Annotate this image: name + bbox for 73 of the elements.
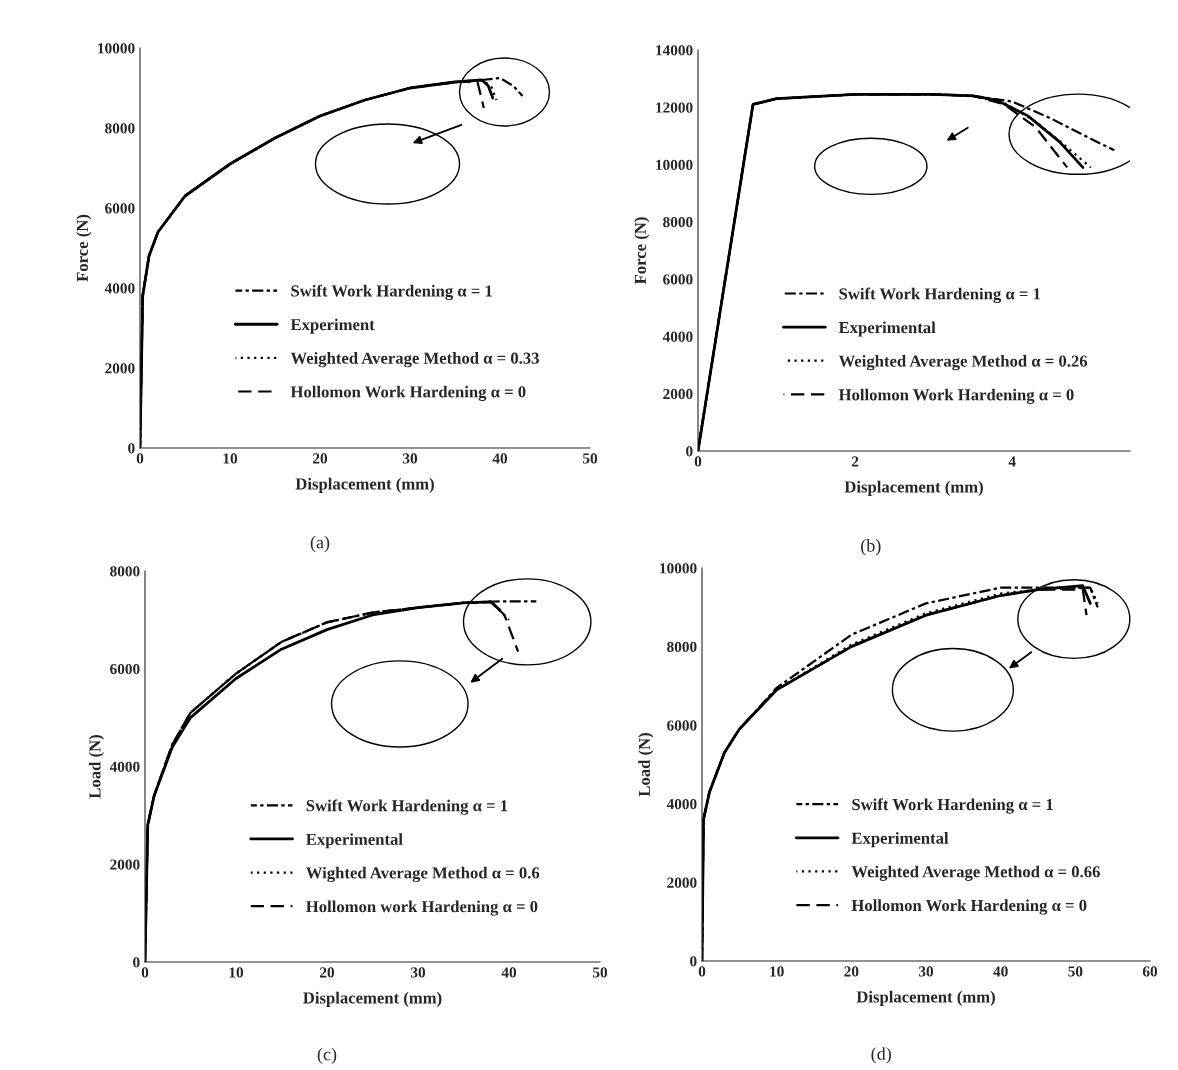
legend-label: Wighted Average Method α = 0.6	[306, 866, 540, 883]
text: (c)	[317, 1047, 337, 1065]
x-tick-label: 0	[141, 967, 149, 978]
y-tick-label: 2000	[663, 388, 693, 400]
x-tick-label: 10	[229, 967, 244, 978]
y-tick-label: 10000	[656, 159, 693, 171]
legend-label: Hollomon Work Hardening α = 0	[851, 899, 1087, 915]
legend-label: Experimental	[306, 833, 403, 849]
y-axis-title: Force (N)	[634, 217, 650, 285]
x-tick-label: 40	[501, 967, 517, 978]
x-tick-label: 50	[592, 967, 608, 978]
legend-label: Experiment	[290, 318, 375, 334]
x-tick-label: 4	[1008, 456, 1016, 467]
x-tick-label: 2	[851, 456, 859, 467]
legend-label: Hollomon Work Hardening α = 0	[838, 388, 1074, 404]
y-tick-label: 0	[128, 443, 135, 454]
y-tick-label: 4000	[662, 331, 693, 342]
x-tick-label: 30	[402, 453, 418, 464]
y-tick-label: 6000	[110, 663, 140, 675]
y-tick-label: 12000	[656, 102, 693, 113]
y-tick-label: 0	[690, 956, 697, 967]
legend-label: Swift Work Hardening α = 1	[852, 798, 1053, 814]
legend-label: Hollomon Work Hardening α = 0	[290, 385, 526, 401]
y-tick-label: 2000	[110, 859, 140, 870]
x-tick-label: 20	[320, 967, 335, 978]
x-tick-label: 20	[844, 966, 859, 977]
x-tick-label: 50	[582, 453, 598, 464]
legend-label: Weighted Average Method α = 0.26	[838, 355, 1088, 371]
legend-label: Swift Work Hardening α = 1	[839, 287, 1041, 304]
y-tick-label: 6000	[663, 274, 693, 285]
legend-label: Experimental	[838, 321, 936, 337]
y-tick-label: 8000	[105, 123, 135, 134]
y-tick-label: 8000	[110, 566, 140, 577]
y-axis-title: Force (N)	[76, 214, 92, 282]
text: (b)	[861, 539, 881, 556]
y-axis-title: Load (N)	[638, 733, 654, 797]
x-tick-label: 30	[410, 967, 426, 978]
x-tick-label: 40	[492, 453, 508, 464]
x-tick-label: 50	[1068, 966, 1083, 977]
y-tick-label: 4000	[104, 283, 135, 294]
text: (d)	[871, 1047, 891, 1064]
x-axis-title: Displacement (mm)	[303, 991, 442, 1007]
legend-label: Hollomon work Hardening α = 0	[306, 900, 538, 916]
y-tick-label: 6000	[667, 720, 697, 731]
y-tick-label: 6000	[105, 203, 135, 214]
y-tick-label: 0	[686, 446, 693, 457]
legend-label: Experimental	[851, 832, 949, 848]
y-tick-label: 2000	[105, 363, 135, 374]
legend-label: Swift Work Hardening α = 1	[291, 284, 492, 301]
y-tick-label: 14000	[656, 45, 693, 56]
legend-label: Swift Work Hardening α = 1	[306, 799, 508, 815]
x-tick-label: 20	[313, 453, 328, 464]
x-tick-label: 10	[770, 966, 784, 977]
y-tick-label: 4000	[666, 798, 697, 810]
y-axis-title: Load (N)	[88, 735, 105, 799]
x-tick-label: 0	[698, 966, 706, 977]
legend-label: Weighted Average Method α = 0.66	[851, 865, 1100, 881]
x-axis-title: Displacement (mm)	[856, 990, 995, 1006]
y-tick-label: 0	[133, 957, 140, 968]
x-axis-title: Displacement (mm)	[844, 480, 983, 496]
x-tick-label: 30	[918, 966, 934, 977]
y-tick-label: 4000	[109, 761, 140, 772]
y-tick-label: 10000	[98, 43, 135, 54]
x-axis-title: Displacement (mm)	[295, 477, 434, 493]
text: (a)	[310, 535, 330, 553]
y-tick-label: 8000	[663, 217, 693, 228]
x-tick-label: 40	[993, 966, 1008, 977]
y-tick-label: 10000	[660, 563, 697, 574]
legend-label: Weighted Average Method α = 0.33	[290, 352, 539, 368]
y-tick-label: 8000	[667, 641, 697, 653]
x-tick-label: 60	[1142, 966, 1158, 977]
x-tick-label: 10	[223, 453, 238, 464]
y-tick-label: 2000	[667, 877, 697, 888]
